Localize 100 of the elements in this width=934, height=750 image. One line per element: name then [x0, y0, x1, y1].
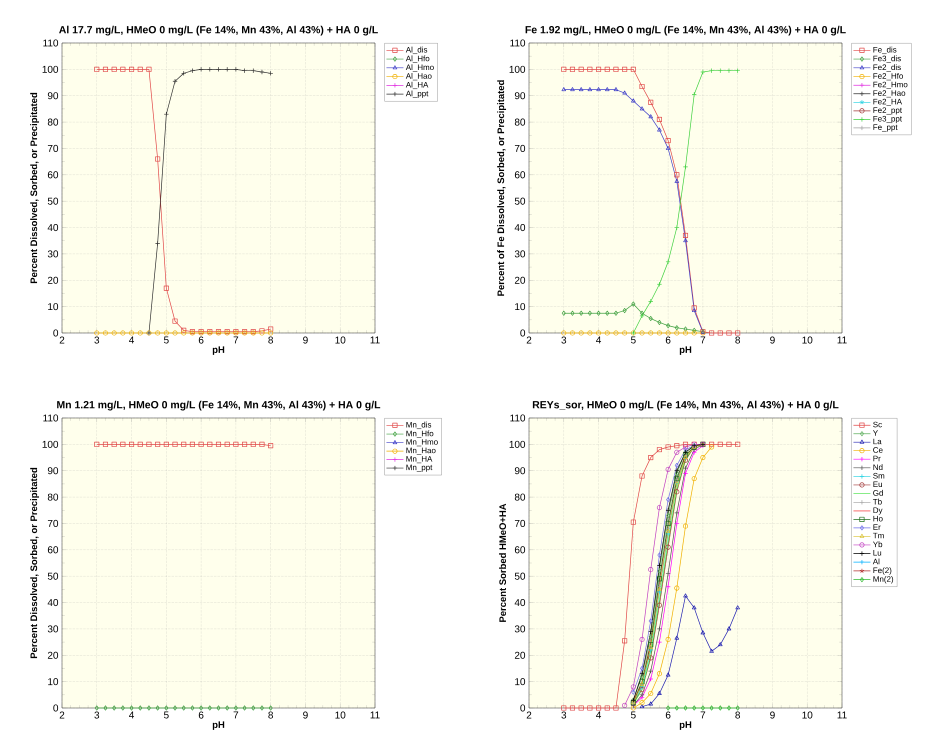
y-tick-label: 30 [514, 625, 526, 632]
y-tick-label: 80 [514, 494, 526, 501]
y-tick-label: 100 [42, 66, 58, 73]
y-tick-label: 70 [514, 144, 526, 152]
y-tick-label: 80 [48, 118, 58, 126]
x-tick-label: 10 [802, 712, 812, 719]
x-tick-label: 9 [303, 712, 308, 719]
x-tick-label: 6 [198, 336, 204, 344]
x-tick-label: 10 [335, 336, 346, 344]
y-tick-label: 110 [510, 39, 526, 47]
chart-title: Mn 1.21 mg/L, HMeO 0 mg/L (Fe 14%, Mn 43%, Al 43%) + HA 0 g/L [57, 400, 380, 410]
y-tick-label: 40 [514, 599, 526, 606]
x-axis-title: pH [212, 721, 224, 730]
x-axis-title: pH [212, 346, 224, 355]
x-tick-label: 3 [561, 336, 566, 344]
x-tick-label: 9 [303, 336, 308, 344]
x-tick-label: 11 [370, 336, 380, 344]
y-tick-label: 100 [42, 440, 58, 448]
y-tick-label: 110 [510, 414, 526, 422]
y-tick-label: 10 [515, 303, 526, 310]
x-tick-label: 4 [596, 712, 602, 718]
y-axis-title: Percent Dissolved, Sorbed, or Precipitated [30, 92, 40, 284]
x-tick-label: 2 [60, 336, 64, 344]
y-tick-label: 60 [48, 546, 58, 554]
x-axis-title: pH [680, 346, 692, 355]
x-tick-label: 7 [234, 712, 238, 718]
x-tick-label: 6 [198, 712, 204, 719]
x-tick-label: 2 [526, 336, 532, 344]
x-tick-label: 3 [561, 712, 566, 719]
y-tick-label: 30 [48, 625, 58, 632]
y-tick-label: 70 [48, 144, 58, 152]
x-tick-label: 9 [770, 712, 775, 719]
y-tick-label: 60 [48, 171, 58, 178]
x-tick-label: 10 [802, 336, 812, 344]
chart-title: Fe 1.92 mg/L, HMeO 0 mg/L (Fe 14%, Mn 43%, Al 43%) + HA 0 g/L [526, 26, 846, 36]
y-tick-label: 60 [514, 171, 526, 178]
y-tick-label: 50 [514, 198, 526, 205]
y-tick-label: 110 [43, 39, 58, 47]
x-tick-label: 2 [60, 712, 64, 718]
x-tick-label: 6 [666, 712, 670, 719]
chart-title: REYs_sor, HMeO 0 mg/L (Fe 14%, Mn 43%, Al 43%) + HA 0 g/L [532, 400, 838, 410]
x-tick-label: 3 [94, 712, 100, 719]
x-tick-label: 7 [700, 336, 706, 344]
x-tick-label: 5 [630, 712, 636, 718]
x-tick-label: 7 [700, 712, 706, 718]
x-tick-label: 8 [735, 336, 740, 344]
chart-title: Al 17.7 mg/L, HMeO 0 mg/L (Fe 14%, Mn 43%, Al 43%) + HA 0 g/L [59, 26, 378, 36]
x-tick-label: 4 [596, 336, 602, 344]
y-tick-label: 80 [48, 494, 58, 501]
y-tick-label: 20 [48, 652, 58, 659]
x-tick-label: 4 [129, 336, 134, 344]
x-tick-label: 6 [666, 336, 670, 344]
y-tick-label: 0 [520, 704, 526, 712]
y-tick-label: 70 [48, 520, 58, 527]
y-tick-label: 40 [514, 224, 526, 232]
y-tick-label: 10 [515, 678, 526, 686]
y-axis-title: Percent Dissolved, Sorbed, or Precipitated [30, 468, 40, 658]
y-tick-label: 50 [48, 572, 58, 580]
y-tick-label: 40 [48, 224, 58, 232]
y-tick-label: 0 [53, 329, 58, 337]
x-tick-label: 5 [164, 712, 169, 718]
x-tick-label: 10 [335, 712, 346, 719]
y-tick-label: 20 [514, 276, 526, 284]
y-tick-label: 80 [514, 118, 526, 126]
y-tick-label: 90 [48, 467, 58, 474]
x-tick-label: 11 [370, 712, 380, 718]
y-tick-label: 20 [48, 276, 58, 284]
y-tick-label: 0 [53, 704, 58, 712]
x-tick-label: 5 [630, 336, 636, 344]
y-tick-label: 10 [48, 678, 58, 686]
x-axis-title: pH [680, 721, 692, 730]
x-tick-label: 8 [735, 712, 740, 719]
y-tick-label: 70 [514, 520, 526, 527]
x-tick-label: 8 [268, 712, 274, 719]
y-tick-label: 30 [514, 250, 526, 258]
y-tick-label: 110 [43, 414, 58, 422]
y-tick-label: 90 [514, 92, 526, 100]
y-tick-label: 50 [48, 198, 58, 205]
x-tick-label: 8 [268, 336, 274, 344]
y-tick-label: 0 [520, 329, 526, 337]
x-tick-label: 9 [770, 336, 775, 344]
x-tick-label: 11 [838, 712, 847, 718]
y-tick-label: 10 [48, 303, 58, 310]
x-tick-label: 4 [129, 712, 134, 718]
y-tick-label: 100 [510, 440, 526, 448]
y-tick-label: 50 [514, 572, 526, 580]
y-tick-label: 90 [48, 92, 58, 100]
x-tick-label: 7 [234, 336, 238, 344]
y-tick-label: 60 [514, 546, 526, 554]
x-tick-label: 11 [838, 336, 847, 344]
x-tick-label: 3 [94, 336, 100, 344]
y-tick-label: 30 [48, 250, 58, 258]
y-tick-label: 100 [510, 66, 526, 73]
y-tick-label: 40 [48, 599, 58, 606]
x-tick-label: 5 [164, 336, 169, 344]
y-axis-title: Percent of Fe Dissolved, Sorbed, or Precipitated [497, 80, 506, 296]
y-tick-label: 90 [514, 467, 526, 474]
y-axis-title: Percent Sorbed HMeO+HA [499, 504, 506, 622]
x-tick-label: 2 [526, 712, 532, 718]
y-tick-label: 20 [514, 652, 526, 659]
